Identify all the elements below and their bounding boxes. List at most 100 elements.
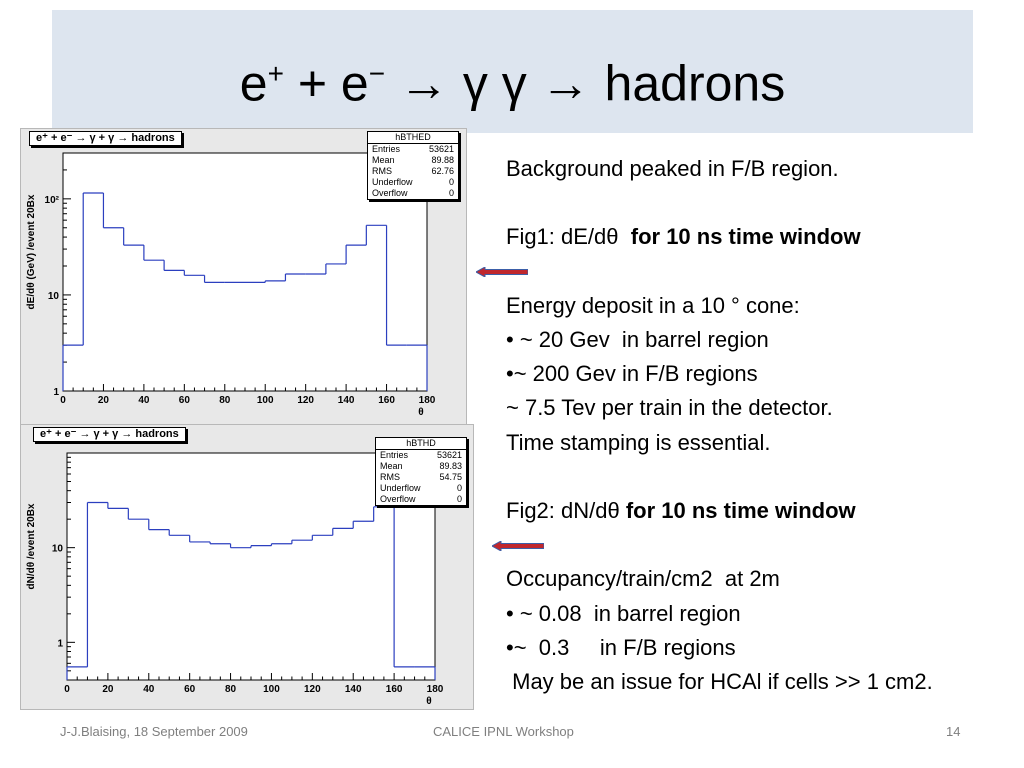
histogram-energy-frame: 0 20 40 60 80 100 120 140 160 180 1 10 10² θ dE/dθ (Ge… bbox=[20, 128, 467, 425]
stats-value: 62.76 bbox=[431, 166, 454, 176]
blank-line bbox=[506, 255, 1016, 289]
stats-value: 0 bbox=[448, 188, 454, 198]
stats-row: RMS 62.76 bbox=[368, 166, 458, 177]
stats-key: Overflow bbox=[380, 494, 416, 504]
x-tick-label: 0 bbox=[60, 395, 66, 406]
blank-line bbox=[506, 186, 1016, 220]
stats-key: Underflow bbox=[380, 483, 421, 493]
arrow-left-icon bbox=[492, 541, 544, 551]
x-tick-label: 140 bbox=[345, 684, 362, 695]
body-text-bold: for 10 ns time window bbox=[630, 224, 861, 250]
x-tick-label: 80 bbox=[219, 395, 231, 406]
stats-value: 0 bbox=[448, 177, 454, 187]
body-text: Time stamping is essential. bbox=[506, 429, 771, 455]
stats-row: Entries 53621 bbox=[376, 450, 466, 461]
plot-area bbox=[66, 452, 436, 681]
stats-row: Entries 53621 bbox=[368, 144, 458, 155]
body-text: •~ 200 Gev in F/B regions bbox=[506, 361, 758, 387]
blank-line bbox=[506, 460, 1016, 494]
title-minus-superscript: − bbox=[368, 58, 386, 89]
plot-area bbox=[62, 152, 428, 392]
y-tick-label: 10 bbox=[52, 544, 64, 555]
x-tick-label: 180 bbox=[427, 684, 444, 695]
body-text-bold: for 10 ns time window bbox=[625, 497, 856, 523]
body-text-line: Energy deposit in a 10 ° cone: bbox=[506, 289, 1016, 323]
y-axis-label: dE/dθ (GeV) /event 20Bx bbox=[26, 194, 37, 309]
footer-author: J-J.Blaising, 18 September 2009 bbox=[60, 724, 248, 739]
x-tick-label: 20 bbox=[102, 684, 114, 695]
x-tick-label: 120 bbox=[297, 395, 314, 406]
histogram-count-frame: 0 20 40 60 80 100 120 140 160 180 1 10 θ dN/dθ /event… bbox=[20, 424, 474, 710]
x-tick-label: 60 bbox=[179, 395, 191, 406]
stats-key: Mean bbox=[372, 155, 395, 165]
x-tick-label: 100 bbox=[257, 395, 274, 406]
title-e: e bbox=[239, 55, 268, 112]
stats-row: Overflow 0 bbox=[376, 494, 466, 505]
stats-value: 0 bbox=[456, 494, 462, 504]
footer-event: CALICE IPNL Workshop bbox=[433, 724, 574, 739]
stats-row: Underflow 0 bbox=[376, 483, 466, 494]
y-tick-label: 1 bbox=[57, 638, 63, 649]
histogram-energy: 0 20 40 60 80 100 120 140 160 180 1 10 10² θ dE/dθ (Ge… bbox=[26, 152, 436, 418]
stats-row: Mean 89.83 bbox=[376, 461, 466, 472]
body-text-line: • ~ 0.08 in barrel region bbox=[506, 597, 1016, 631]
x-tick-label: 140 bbox=[338, 395, 355, 406]
body-text: Energy deposit in a 10 ° cone: bbox=[506, 292, 800, 318]
x-tick-label: 100 bbox=[263, 684, 280, 695]
stats-value: 53621 bbox=[428, 144, 454, 154]
y-tick-label: 1 bbox=[53, 387, 59, 398]
body-text: • ~ 0.08 in barrel region bbox=[506, 600, 741, 626]
body-text: May be an issue for HCAl if cells >> 1 c… bbox=[506, 668, 933, 694]
stats-key: Overflow bbox=[372, 188, 408, 198]
stats-key: Mean bbox=[380, 461, 403, 471]
body-text: •~ 0.3 in F/B regions bbox=[506, 634, 736, 660]
body-text-line: Time stamping is essential. bbox=[506, 426, 1016, 460]
stats-row: Overflow 0 bbox=[368, 188, 458, 199]
histogram-count-label: e⁺ + e⁻ → γ + γ → hadrons bbox=[33, 427, 186, 442]
body-text-line: •~ 200 Gev in F/B regions bbox=[506, 357, 1016, 391]
stats-value: 89.88 bbox=[431, 155, 454, 165]
body-text-line: Background peaked in F/B region. bbox=[506, 152, 1016, 186]
title-band: e+ + e− → γ γ → hadrons bbox=[52, 10, 973, 133]
stats-key: Entries bbox=[372, 144, 401, 154]
stats-row: RMS 54.75 bbox=[376, 472, 466, 483]
title-mid: + e bbox=[283, 55, 369, 112]
stats-box-hbthd: hBTHD Entries 53621 Mean 89.83 RMS 54.75 Under… bbox=[375, 437, 467, 506]
stats-value: 0 bbox=[456, 483, 462, 493]
x-tick-label: 40 bbox=[138, 395, 150, 406]
body-text-line: Occupancy/train/cm2 at 2m bbox=[506, 562, 1016, 596]
stats-value: 53621 bbox=[436, 450, 462, 460]
body-text: ~ 7.5 Tev per train in the detector. bbox=[506, 395, 833, 421]
x-tick-label: 160 bbox=[386, 684, 403, 695]
body-text-line: Fig1: dE/dθ for 10 ns time window bbox=[506, 220, 1016, 254]
stats-title: hBTHED bbox=[368, 132, 458, 144]
slide-body-text: Background peaked in F/B region. Fig1: dE… bbox=[506, 152, 1016, 699]
body-text-line: May be an issue for HCAl if cells >> 1 c… bbox=[506, 665, 1016, 699]
stats-key: Entries bbox=[380, 450, 409, 460]
body-text-line: •~ 0.3 in F/B regions bbox=[506, 631, 1016, 665]
arrow-left-icon bbox=[476, 267, 528, 277]
stats-row: Underflow 0 bbox=[368, 177, 458, 188]
x-tick-label: 120 bbox=[304, 684, 321, 695]
histogram-count: 0 20 40 60 80 100 120 140 160 180 1 10 θ dN/dθ /event… bbox=[26, 452, 444, 707]
x-tick-label: 20 bbox=[98, 395, 110, 406]
slide-title: e+ + e− → γ γ → hadrons bbox=[52, 46, 973, 112]
body-text: Background peaked in F/B region. bbox=[506, 156, 839, 181]
footer-page-number: 14 bbox=[946, 724, 961, 739]
body-text-line: ~ 7.5 Tev per train in the detector. bbox=[506, 391, 1016, 425]
x-axis-label: θ bbox=[418, 407, 423, 418]
body-text-line: Fig2: dN/dθ for 10 ns time window bbox=[506, 494, 1016, 528]
stats-key: RMS bbox=[380, 472, 400, 482]
stats-key: RMS bbox=[372, 166, 392, 176]
title-plus-superscript: + bbox=[267, 58, 284, 89]
title-rhs: → γ γ → hadrons bbox=[385, 55, 786, 112]
x-tick-label: 180 bbox=[419, 395, 436, 406]
x-tick-label: 60 bbox=[184, 684, 196, 695]
stats-rows: Entries 53621 Mean 89.83 RMS 54.75 Underflow 0 O… bbox=[376, 450, 466, 505]
body-text: • ~ 20 Gev in barrel region bbox=[506, 326, 769, 352]
stats-value: 89.83 bbox=[439, 461, 462, 471]
x-tick-label: 80 bbox=[225, 684, 237, 695]
stats-row: Mean 89.88 bbox=[368, 155, 458, 166]
stats-rows: Entries 53621 Mean 89.88 RMS 62.76 Underflow 0 O… bbox=[368, 144, 458, 199]
x-axis-label: θ bbox=[426, 696, 431, 707]
